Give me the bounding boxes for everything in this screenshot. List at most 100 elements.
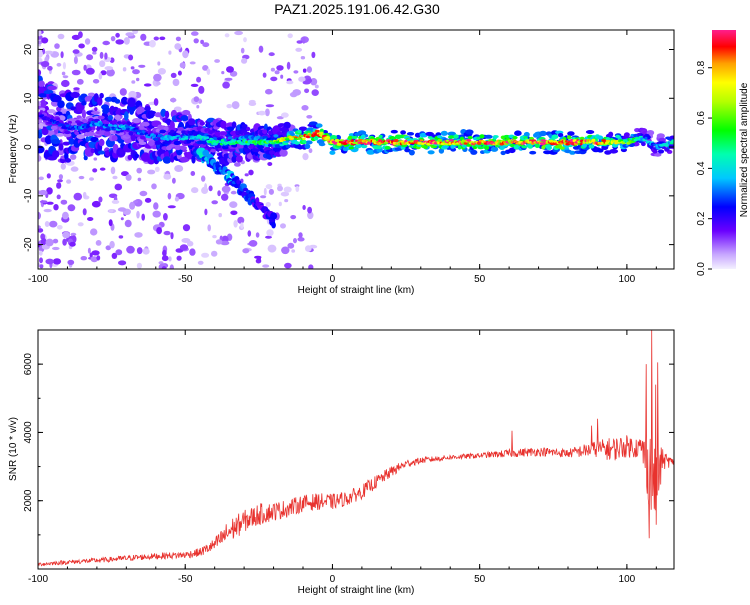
spectrogram-noise-blob [276,65,284,71]
spectrogram-ridge-blob [314,129,320,133]
spectrogram-ridge-blob [512,136,518,140]
spectrogram-noise-blob [161,255,169,262]
spectrogram-x-tick-label: 0 [330,274,336,285]
spectrogram-ridge-blob [138,129,142,133]
spectrogram-noise-blob [90,228,98,236]
spectrogram-ridge-blob [56,133,64,137]
spectrogram-noise-blob [212,235,217,239]
spectrogram-noise-blob [290,215,297,220]
spectrogram-noise-blob [304,88,310,94]
spectrogram-noise-blob [229,201,238,209]
spectrogram-noise-blob [38,142,41,147]
spectrogram-noise-blob [265,184,273,190]
spectrogram-noise-blob [283,186,292,193]
snr-x-tick-label: -50 [178,574,193,585]
spectrogram-noise-blob [56,182,62,189]
spectrogram-noise-blob [151,183,157,190]
spectrogram-ridge-blob [304,143,311,149]
spectrogram-noise-blob [293,70,299,74]
spectrogram-noise-blob [191,187,199,194]
spectrogram-ridge-blob [348,146,354,150]
spectrogram-noise-blob [125,32,135,37]
spectrogram-branch-blob [236,179,241,185]
spectrogram-envelope-blob [104,96,113,102]
spectrogram-noise-blob [193,96,200,103]
spectrogram-noise-blob [38,250,43,256]
spectrogram-noise-blob [240,222,244,229]
spectrogram-ridge-blob [219,131,228,136]
spectrogram-ridge-blob [132,118,142,124]
spectrogram-envelope-blob [38,86,46,96]
spectrogram-noise-blob [73,192,83,201]
spectrogram-ridge-blob [500,150,506,156]
spectrogram-noise-blob [123,37,130,45]
spectrogram-noise-blob [98,196,103,203]
spectrogram-ridge-blob [271,142,275,145]
spectrogram-noise-blob [248,240,258,247]
spectrogram-noise-blob [174,196,179,202]
spectrogram-ridge-blob [484,145,490,150]
spectrogram-ridge-blob [297,130,302,133]
spectrogram-noise-blob [267,162,273,166]
spectrogram-noise-blob [124,219,132,228]
spectrogram-noise-blob [100,70,107,76]
spectrogram-noise-blob [94,107,98,112]
spectrogram-ridge-blob [74,131,79,135]
spectrogram-noise-blob [82,208,87,216]
spectrogram-noise-blob [61,71,66,76]
spectrogram-envelope-blob [283,121,291,129]
spectrogram-noise-blob [181,109,191,116]
spectrogram-noise-blob [153,36,159,41]
spectrogram-noise-blob [241,58,248,64]
snr-x-tick-label: 100 [619,574,636,585]
spectrogram-envelope-blob [40,99,47,108]
spectrogram-ridge-blob [180,146,187,150]
spectrogram-noise-blob [262,72,267,78]
spectrogram-noise-blob [142,248,150,255]
spectrogram-ridge-blob [257,144,265,150]
spectrogram-noise-blob [270,67,275,72]
spectrogram-noise-blob [118,235,124,239]
spectrogram-ridge-blob [279,127,289,132]
spectrogram-ridge-blob [46,109,56,114]
spectrogram-ridge-blob [427,150,435,155]
spectrogram-noise-blob [189,248,196,256]
spectrogram-ridge-blob [138,141,147,145]
spectrogram-ridge-blob [579,136,585,141]
spectrogram-noise-blob [125,174,132,181]
spectrogram-noise-blob [306,115,313,119]
spectrogram-noise-blob [234,30,244,36]
spectrogram-noise-blob [220,240,230,246]
spectrogram-ridge-blob [103,120,110,125]
spectrogram-ridge-blob [646,130,655,136]
spectrogram-ridge-blob [378,134,383,139]
spectrogram-noise-blob [52,246,60,251]
spectrogram-noise-blob [274,70,280,75]
spectrogram-ridge-blob [103,131,111,137]
spectrogram-ridge-blob [227,136,233,140]
spectrogram-noise-blob [56,62,62,67]
spectrogram-noise-blob [49,220,58,228]
spectrogram-noise-blob [128,90,137,99]
spectrogram-x-axis-label: Height of straight line (km) [298,285,415,296]
spectrogram-noise-blob [57,33,65,40]
spectrogram-noise-blob [163,230,171,236]
spectrogram-noise-blob [265,202,271,207]
spectrogram-ridge-blob [325,136,331,140]
spectrogram-ridge-blob [91,126,96,130]
colorbar-scale [712,30,736,269]
spectrogram-noise-blob [77,222,84,227]
spectrogram-noise-blob [240,47,245,54]
spectrogram-ridge-blob [465,129,474,135]
spectrogram-ridge-blob [269,150,276,155]
spectrogram-noise-blob [62,238,67,246]
spectrogram-ridge-blob [473,145,477,150]
spectrogram-noise-blob [265,235,272,239]
spectrogram-envelope-blob [246,126,251,132]
spectrogram-ridge-blob [448,135,455,139]
spectrogram-noise-blob [112,175,118,180]
spectrogram-noise-blob [117,207,127,212]
spectrogram-ridge-blob [114,114,121,121]
spectrogram-envelope-blob [64,158,72,163]
